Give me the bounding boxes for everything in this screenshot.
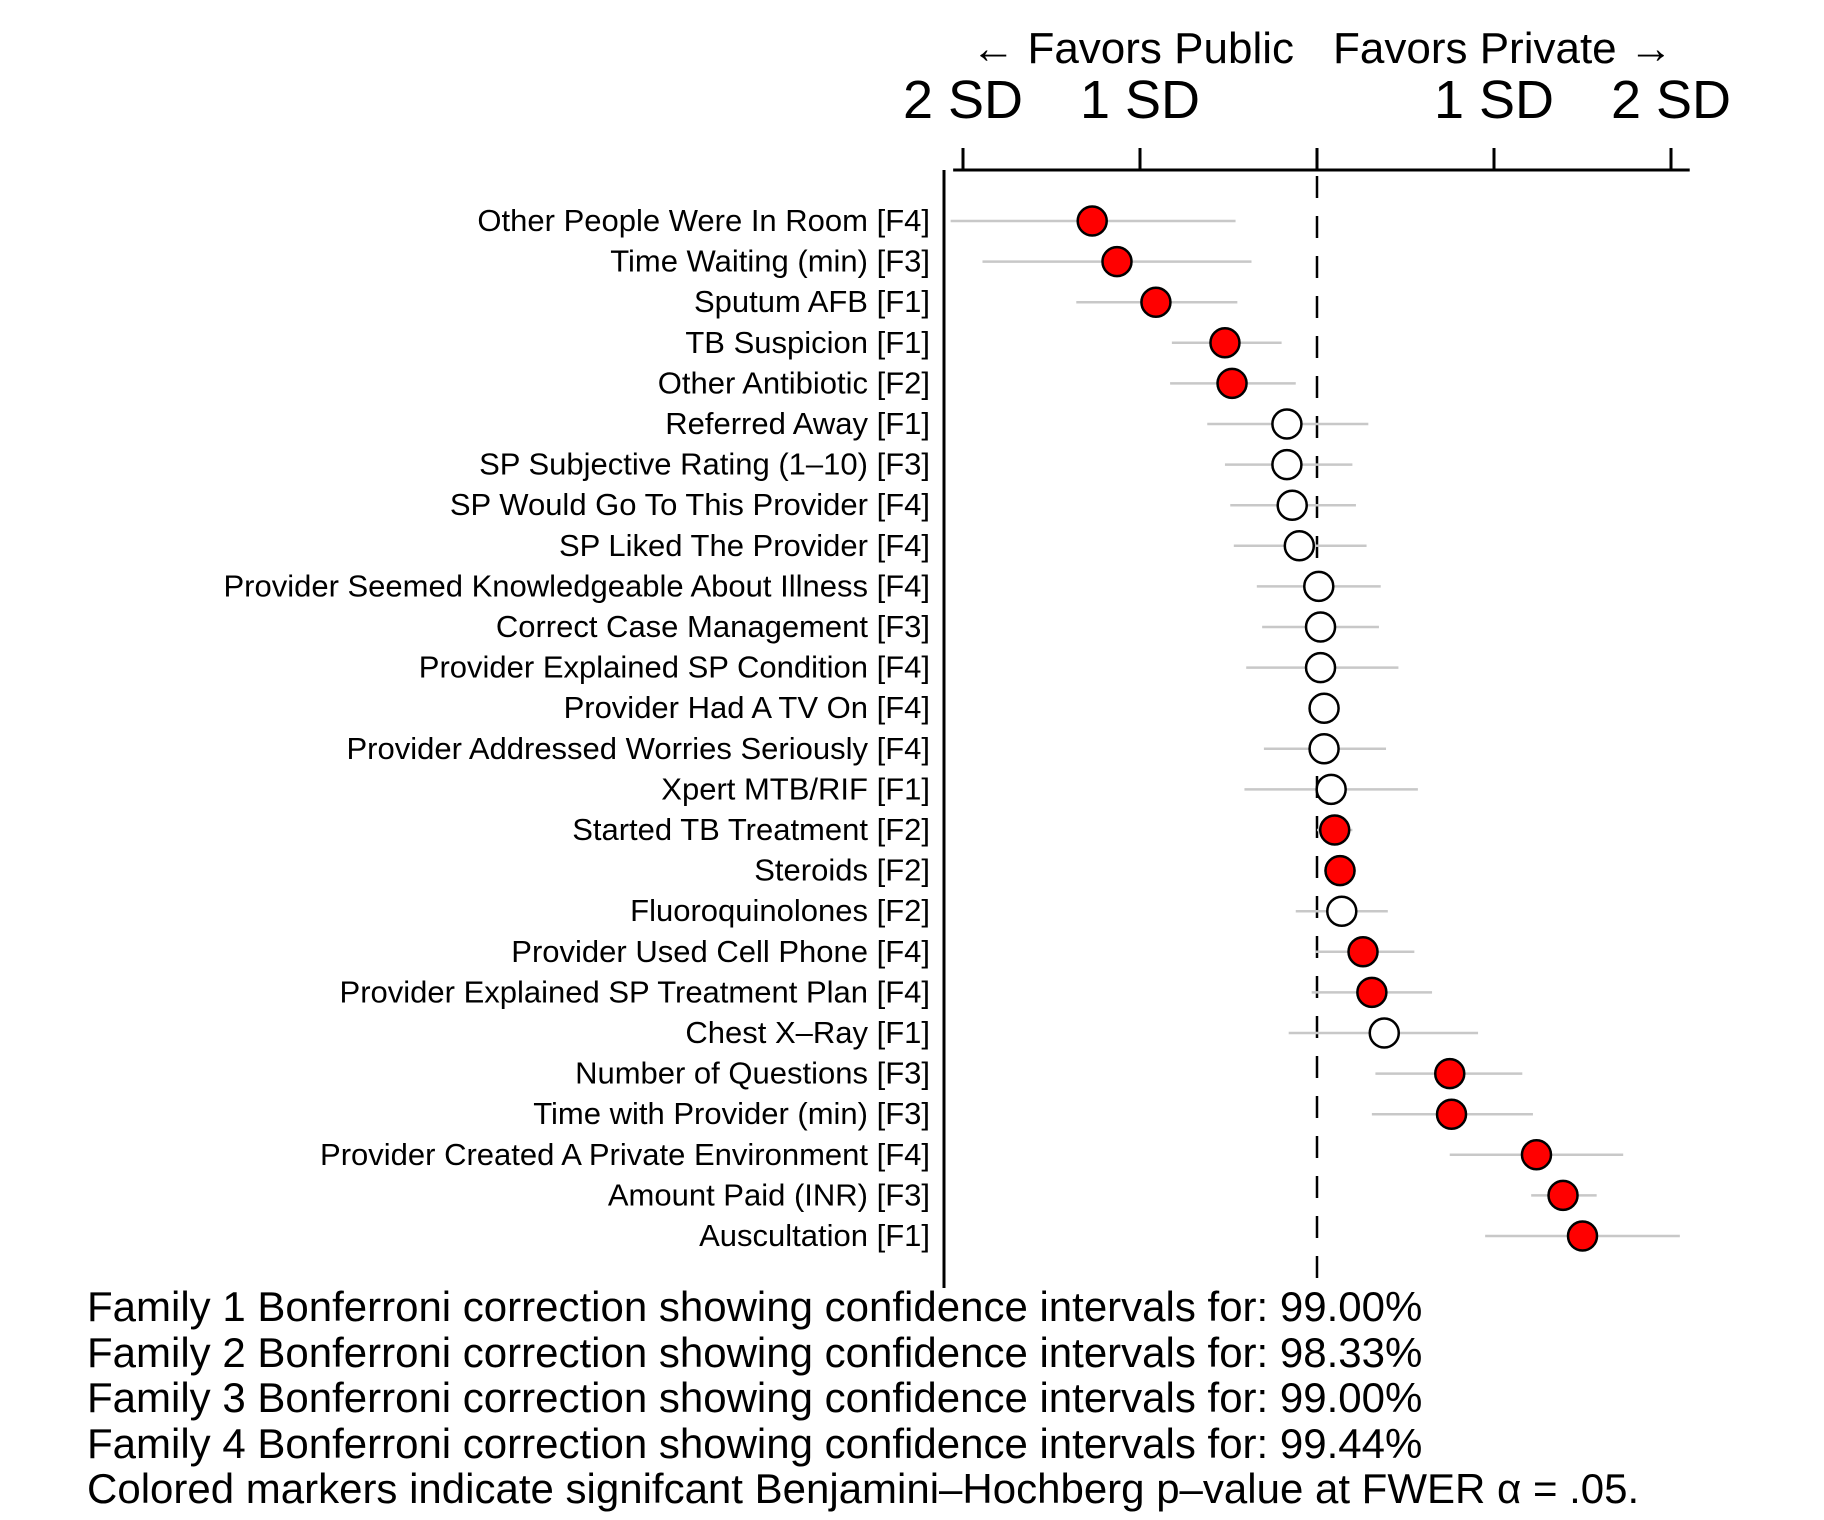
row-label: Amount Paid (INR) [F3] [608,1177,930,1212]
forest-row: Xpert MTB/RIF [F1] [661,771,1418,806]
forest-row: TB Suspicion [F1] [685,325,1282,360]
footnote-family-1: Family 1 Bonferroni correction showing c… [87,1283,1423,1330]
significant-marker [1216,367,1248,400]
row-label: TB Suspicion [F1] [685,325,930,360]
footnotes: Family 1 Bonferroni correction showing c… [87,1284,1639,1512]
row-label: Provider Addressed Worries Seriously [F4… [347,731,931,766]
x-axis: 2 SD 1 SD 1 SD 2 SD [903,70,1731,172]
forest-row: Provider Explained SP Treatment Plan [F4… [340,974,1433,1009]
forest-row: Other Antibiotic [F2] [658,365,1296,400]
forest-row: Provider Addressed Worries Seriously [F4… [347,731,1387,766]
nonsignificant-marker [1308,692,1340,724]
row-label: Provider Created A Private Environment [… [320,1137,930,1172]
significant-marker [1318,814,1351,846]
row-label: Provider Explained SP Treatment Plan [F4… [340,974,930,1009]
forest-row: Provider Had A TV On [F4] [564,690,1340,725]
forest-row: Provider Seemed Knowledgeable About Illn… [223,568,1381,603]
significant-marker [1209,327,1241,359]
forest-row: Time Waiting (min) [F3] [610,244,1252,279]
forest-row: Correct Case Management [F3] [496,609,1379,644]
footnote-family-3: Family 3 Bonferroni correction showing c… [87,1374,1423,1421]
forest-row: SP Subjective Rating (1–10) [F3] [479,447,1353,482]
forest-row: Provider Created A Private Environment [… [320,1137,1624,1172]
significant-marker [1566,1220,1599,1252]
forest-row: SP Liked The Provider [F4] [559,528,1367,563]
forest-row: Started TB Treatment [F2] [572,812,1353,847]
forest-row: Time with Provider (min) [F3] [533,1096,1533,1131]
x-tick-label-3: 1 SD [1434,70,1554,130]
x-tick-label-4: 2 SD [1611,70,1731,130]
row-label: SP Subjective Rating (1–10) [F3] [479,447,930,482]
row-label: Referred Away [F1] [665,406,930,441]
favors-private-label: Favors Private → [1333,24,1673,73]
row-label: Provider Had A TV On [F4] [564,690,930,725]
row-label: Number of Questions [F3] [575,1056,930,1091]
significant-marker [1356,976,1388,1009]
significant-marker [1347,936,1379,968]
row-label: SP Liked The Provider [F4] [559,528,930,563]
nonsignificant-marker [1276,489,1308,521]
significant-marker [1434,1057,1466,1090]
nonsignificant-marker [1283,530,1316,562]
nonsignificant-marker [1304,611,1337,643]
row-label: Time with Provider (min) [F3] [533,1096,930,1131]
forest-row: Provider Explained SP Condition [F4] [419,650,1399,685]
forest-row: Number of Questions [F3] [575,1056,1523,1091]
forest-row: Steroids [F2] [754,853,1356,888]
row-label: Sputum AFB [F1] [694,284,930,319]
row-label: Time Waiting (min) [F3] [610,244,930,279]
footnote-significance: Colored markers indicate signifcant Benj… [87,1465,1640,1512]
row-label: Chest X–Ray [F1] [685,1015,930,1050]
row-label: Started TB Treatment [F2] [572,812,930,847]
row-label: Provider Explained SP Condition [F4] [419,650,930,685]
row-label: Auscultation [F1] [699,1218,930,1253]
row-label: Other Antibiotic [F2] [658,365,930,400]
nonsignificant-marker [1326,895,1358,927]
significant-marker [1435,1098,1468,1130]
significant-marker [1520,1139,1553,1171]
footnote-family-2: Family 2 Bonferroni correction showing c… [87,1328,1423,1376]
forest-row: Provider Used Cell Phone [F4] [511,934,1415,969]
row-label: Other People Were In Room [F4] [477,203,930,238]
forest-row: SP Would Go To This Provider [F4] [450,487,1356,522]
significant-marker [1324,854,1356,887]
nonsignificant-marker [1271,448,1303,481]
nonsignificant-marker [1315,773,1347,806]
row-label: Provider Used Cell Phone [F4] [511,934,930,969]
nonsignificant-marker [1271,408,1303,440]
rows-group: Other People Were In Room [F4] Time Waiti… [223,203,1680,1253]
row-label: Steroids [F2] [754,853,930,888]
row-label: Provider Seemed Knowledgeable About Illn… [223,568,930,603]
nonsignificant-marker [1304,651,1337,684]
nonsignificant-marker [1368,1017,1401,1049]
forest-row: Amount Paid (INR) [F3] [608,1177,1597,1212]
forest-row: Auscultation [F1] [699,1218,1680,1253]
nonsignificant-marker [1303,570,1335,603]
significant-marker [1140,286,1172,318]
row-label: Xpert MTB/RIF [F1] [661,771,930,806]
x-tick-label-0: 2 SD [903,70,1023,130]
forest-row: Referred Away [F1] [665,406,1369,441]
forest-row: Chest X–Ray [F1] [685,1015,1479,1050]
x-tick-label-1: 1 SD [1080,70,1200,130]
forest-row: Other People Were In Room [F4] [477,203,1236,238]
nonsignificant-marker [1308,733,1340,765]
significant-marker [1547,1179,1579,1212]
row-label: Fluoroquinolones [F2] [630,893,930,928]
significant-marker [1101,245,1133,278]
favors-public-label: ← Favors Public [971,24,1294,73]
significant-marker [1076,205,1108,237]
forest-row: Fluoroquinolones [F2] [630,893,1388,928]
footnote-family-4: Family 4 Bonferroni correction showing c… [87,1419,1423,1467]
row-label: SP Would Go To This Provider [F4] [450,487,930,522]
row-label: Correct Case Management [F3] [496,609,930,644]
forest-row: Sputum AFB [F1] [694,284,1238,319]
